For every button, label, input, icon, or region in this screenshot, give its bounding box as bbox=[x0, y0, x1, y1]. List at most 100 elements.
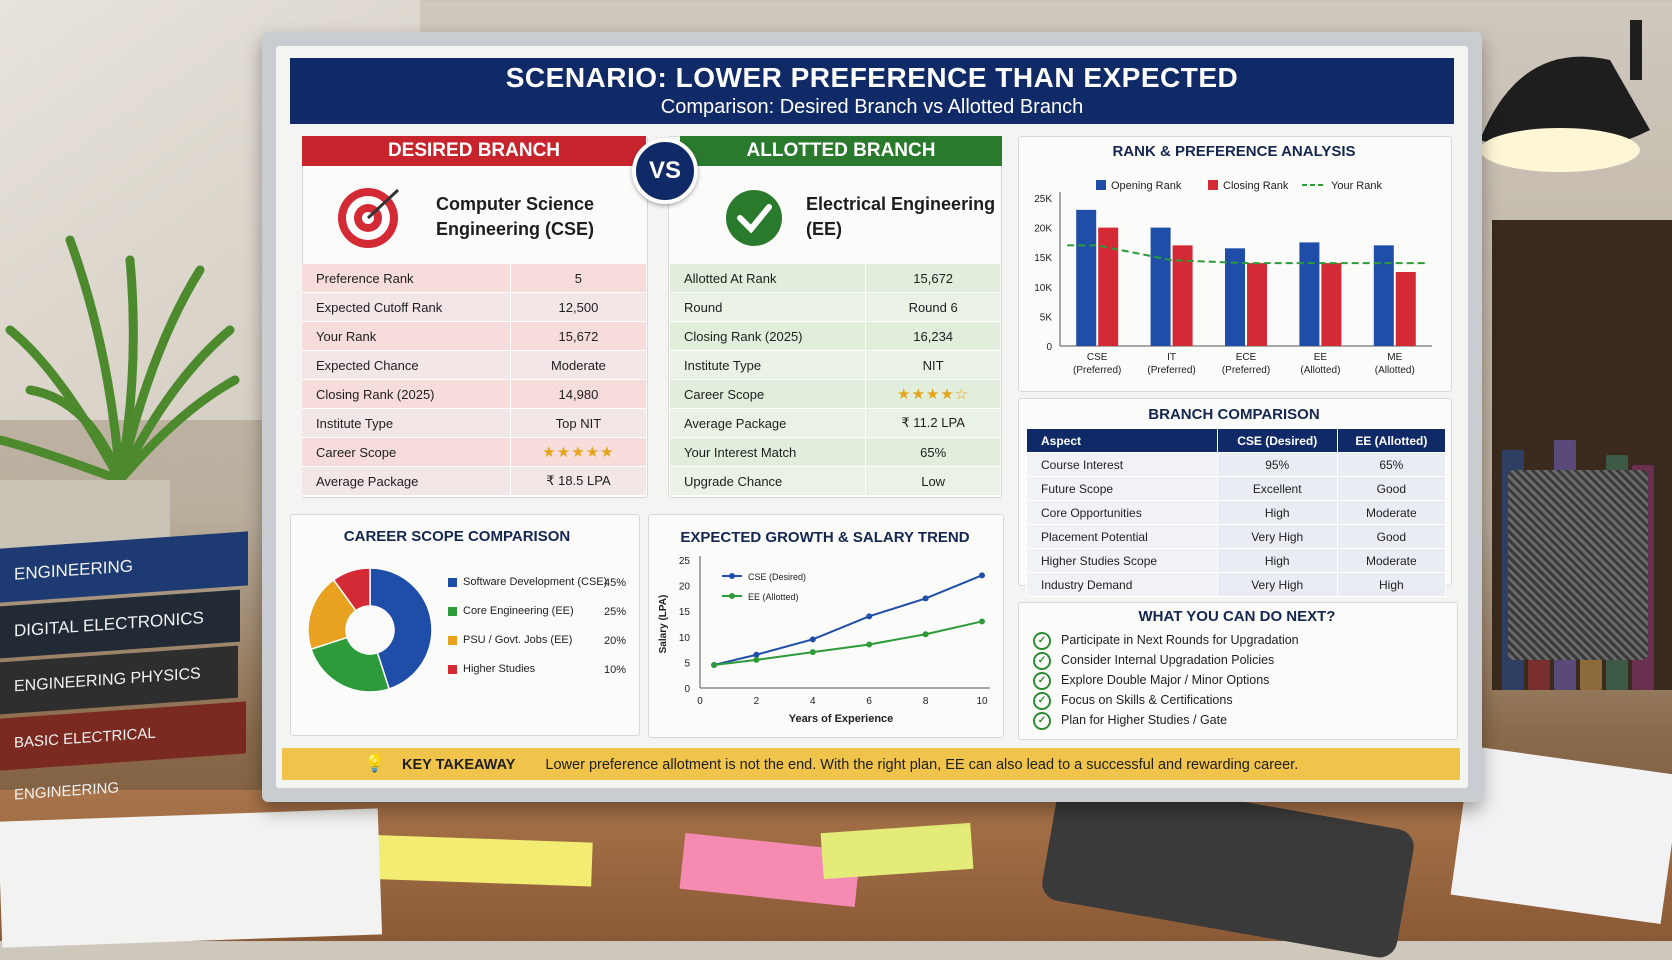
x-tick-label: IT bbox=[1167, 352, 1176, 363]
pie-legend-label: PSU / Govt. Jobs (EE) bbox=[463, 634, 573, 646]
next-step-text: Explore Double Major / Minor Options bbox=[1061, 673, 1270, 687]
comparison-cell: Core Opportunities bbox=[1026, 500, 1218, 525]
allotted-branch-tab: ALLOTTED BRANCH bbox=[680, 136, 1002, 166]
comparison-title: BRANCH COMPARISON bbox=[1148, 406, 1320, 423]
y-tick-label: 25K bbox=[1034, 194, 1052, 205]
series-point bbox=[753, 656, 760, 663]
y-tick-label: 20K bbox=[1034, 224, 1052, 235]
pie-legend-label: Software Development (CSE) bbox=[463, 576, 608, 588]
bar-closing-rank bbox=[1247, 263, 1267, 346]
x-tick-label: ME bbox=[1387, 352, 1402, 363]
allotted-row: Allotted At Rank 15,672 bbox=[670, 264, 1000, 293]
comparison-cell: High bbox=[1336, 572, 1447, 597]
allotted-row: Closing Rank (2025) 16,234 bbox=[670, 321, 1000, 351]
growth-chart-title: EXPECTED GROWTH & SALARY TREND bbox=[680, 529, 970, 546]
series-point bbox=[922, 595, 929, 602]
y-tick-label: 0 bbox=[1046, 342, 1052, 353]
bar-closing-rank bbox=[1321, 263, 1342, 346]
bar-opening-rank bbox=[1076, 209, 1097, 346]
comparison-row: Course Interest 95% 65% bbox=[1026, 452, 1447, 477]
desired-row-label: Career Scope bbox=[302, 437, 511, 467]
next-step-item: ✓ Plan for Higher Studies / Gate bbox=[1033, 710, 1227, 730]
legend-swatch bbox=[1096, 180, 1106, 190]
comparison-row: Core Opportunities High Moderate bbox=[1026, 500, 1447, 525]
allotted-row-value: Round 6 bbox=[865, 292, 1000, 322]
takeaway-label: KEY TAKEAWAY bbox=[402, 757, 516, 773]
next-steps-panel bbox=[1018, 602, 1458, 740]
next-step-item: ✓ Explore Double Major / Minor Options bbox=[1033, 670, 1269, 690]
bar-closing-rank bbox=[1172, 245, 1193, 346]
y-tick-label: 15K bbox=[1034, 253, 1052, 264]
series-point bbox=[711, 661, 718, 668]
desired-name-line1: Computer Science bbox=[436, 194, 595, 214]
growth-line-chart: 0 5 10 15 20 25 0 2 4 6 8 10 Years of Experience Sala… bbox=[658, 556, 990, 725]
comparison-cell: Moderate bbox=[1336, 548, 1447, 573]
legend-swatch bbox=[1208, 180, 1218, 190]
series-point bbox=[979, 572, 985, 579]
series-point bbox=[809, 636, 816, 643]
notebook bbox=[0, 808, 383, 948]
comparison-cell: Good bbox=[1336, 524, 1447, 549]
series-point bbox=[866, 613, 873, 620]
y-tick-label: 10K bbox=[1034, 283, 1052, 294]
x-tick-label: (Allotted) bbox=[1375, 365, 1415, 376]
desired-name-line2: Engineering (CSE) bbox=[436, 219, 595, 239]
career-chart-title: CAREER SCOPE COMPARISON bbox=[343, 528, 571, 545]
desired-row: Preference Rank 5 bbox=[302, 264, 646, 293]
check-circle-icon: ✓ bbox=[1033, 651, 1051, 670]
desired-branch-tab: DESIRED BRANCH bbox=[302, 136, 646, 166]
bar-closing-rank bbox=[1098, 227, 1119, 346]
career-pie-chart bbox=[307, 567, 433, 693]
comparison-row: Future Scope Excellent Good bbox=[1026, 476, 1447, 501]
y-tick-label: 25 bbox=[679, 556, 691, 567]
x-tick-label: 8 bbox=[923, 696, 929, 707]
series-line bbox=[713, 574, 983, 666]
comparison-header-cell: CSE (Desired) bbox=[1216, 428, 1338, 453]
pie-legend-item: Higher Studies bbox=[448, 663, 535, 675]
desired-branch-name: Computer Science Engineering (CSE) bbox=[436, 192, 594, 242]
y-tick-label: 15 bbox=[679, 607, 691, 618]
x-tick-label: (Allotted) bbox=[1300, 365, 1340, 376]
pie-legend-swatch bbox=[448, 664, 457, 674]
board-header: SCENARIO: LOWER PREFERENCE THAN EXPECTED… bbox=[290, 58, 1454, 124]
x-tick-label: 0 bbox=[697, 696, 703, 707]
pie-legend-item: Core Engineering (EE) bbox=[448, 605, 574, 617]
pie-legend-label: Core Engineering (EE) bbox=[463, 605, 574, 617]
allotted-row-label: Round bbox=[670, 292, 866, 322]
legend-label: Your Rank bbox=[1331, 180, 1382, 192]
desired-row-label: Expected Chance bbox=[302, 350, 511, 380]
y-axis-label: Salary (LPA) bbox=[658, 595, 669, 654]
next-step-text: Focus on Skills & Certifications bbox=[1061, 693, 1233, 707]
desired-row-value: Top NIT bbox=[509, 408, 646, 438]
allotted-row: Upgrade Chance Low bbox=[670, 466, 1000, 496]
desired-row-value: ₹ 18.5 LPA bbox=[509, 466, 646, 496]
series-point bbox=[809, 649, 816, 656]
check-circle-icon: ✓ bbox=[1033, 631, 1051, 650]
desired-row: Career Scope ★★★★★ bbox=[302, 437, 646, 467]
series-line bbox=[713, 620, 983, 666]
check-circle-icon: ✓ bbox=[1033, 671, 1051, 690]
desired-row-value: ★★★★★ bbox=[509, 437, 646, 467]
comparison-cell: Higher Studies Scope bbox=[1026, 548, 1218, 573]
allotted-row-label: Allotted At Rank bbox=[670, 264, 866, 293]
x-tick-label: (Preferred) bbox=[1222, 365, 1270, 376]
pie-slice bbox=[369, 567, 433, 690]
lightbulb-icon: 💡 bbox=[364, 754, 386, 773]
desired-row-value: 12,500 bbox=[509, 292, 646, 322]
allotted-row-label: Career Scope bbox=[670, 379, 866, 409]
rank-chart-title: RANK & PREFERENCE ANALYSIS bbox=[1112, 143, 1356, 160]
y-tick-label: 10 bbox=[679, 633, 691, 644]
desired-row-label: Expected Cutoff Rank bbox=[302, 292, 511, 322]
rank-bar-chart: Opening Rank Closing Rank Your Rank 0 5K 10K 1… bbox=[1034, 180, 1432, 376]
allotted-row: Your Interest Match 65% bbox=[670, 437, 1000, 467]
pie-slice bbox=[332, 567, 371, 612]
desired-row-value: 15,672 bbox=[509, 321, 646, 351]
allotted-row-value: 65% bbox=[865, 437, 1000, 467]
desired-row-label: Preference Rank bbox=[302, 264, 511, 293]
y-tick-label: 5K bbox=[1040, 312, 1053, 323]
pie-legend-item: Software Development (CSE) bbox=[448, 576, 607, 588]
desired-row-label: Your Rank bbox=[302, 321, 511, 351]
branch-comparison-table: Aspect CSE (Desired) EE (Allotted) Course I… bbox=[1026, 428, 1447, 597]
next-step-item: ✓ Participate in Next Rounds for Upgradat… bbox=[1033, 630, 1299, 650]
comparison-cell: 95% bbox=[1216, 452, 1338, 477]
